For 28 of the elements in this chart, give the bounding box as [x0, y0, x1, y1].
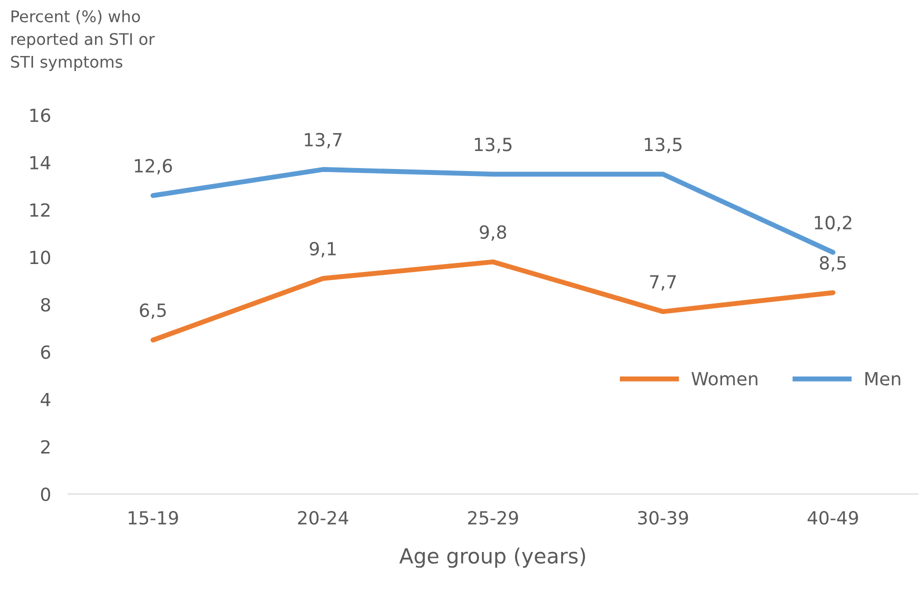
- y-tick-label: 14: [30, 156, 50, 170]
- y-tick-label: 2: [41, 440, 50, 454]
- data-label: 10,2: [814, 216, 852, 232]
- x-tick-label: 40-49: [808, 510, 858, 525]
- x-tick-label: 20-24: [298, 510, 348, 525]
- data-label: 9,1: [310, 242, 336, 258]
- data-label: 13,5: [644, 138, 682, 154]
- x-tick-label: 30-39: [638, 510, 688, 525]
- legend-label: Men: [865, 372, 900, 386]
- x-axis-title: Age group (years): [399, 548, 586, 568]
- x-tick-label: 25-29: [468, 510, 518, 525]
- data-label: 12,6: [134, 158, 172, 174]
- data-label: 13,5: [474, 138, 512, 154]
- y-tick-label: 12: [30, 203, 50, 217]
- x-tick-label: 15-19: [128, 510, 178, 525]
- data-label: 6,5: [140, 303, 166, 319]
- legend-label: Women: [692, 372, 758, 386]
- data-label: 13,7: [304, 132, 342, 148]
- data-label: 8,5: [820, 256, 846, 272]
- y-tick-label: 0: [41, 487, 50, 502]
- y-tick-label: 6: [41, 345, 50, 359]
- data-label: 7,7: [650, 275, 676, 291]
- y-tick-label: 4: [40, 392, 50, 406]
- y-tick-label: 8: [41, 298, 50, 312]
- y-axis-title: Percent (%) who reported an STI or STI symptoms: [11, 10, 155, 71]
- y-tick-label: 10: [30, 250, 50, 264]
- data-label: 9,8: [480, 225, 506, 241]
- y-tick-label: 16: [30, 108, 50, 122]
